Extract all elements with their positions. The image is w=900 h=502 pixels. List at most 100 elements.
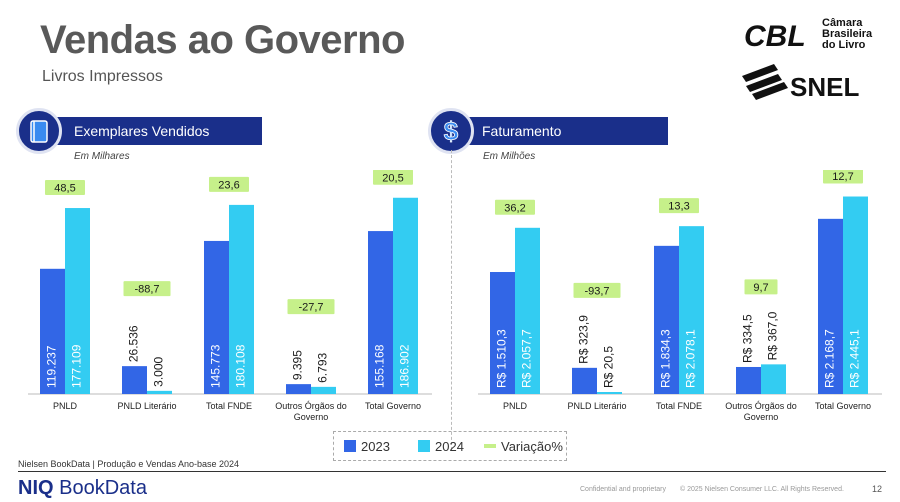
right-panel-title: Faturamento: [482, 123, 562, 139]
category-label: Governo: [294, 412, 329, 422]
cbl-logo: CBL: [742, 16, 822, 53]
bar-value-label: 119.237: [45, 345, 59, 388]
footer-rule: [18, 471, 886, 472]
category-label: Governo: [744, 412, 779, 422]
bar-2023-3: [736, 366, 761, 394]
bar-2023-0: [40, 268, 65, 394]
legend-swatch: [418, 440, 430, 452]
variation-label: 20,5: [382, 172, 403, 184]
bar-2023-0: [490, 272, 515, 394]
bar-2024-2: [229, 204, 254, 394]
variation-badge: [744, 279, 778, 295]
bar-2024-3: [311, 386, 336, 394]
variation-badge: [209, 176, 249, 192]
legend-swatch: [344, 440, 356, 452]
variation-label: -88,7: [134, 284, 159, 296]
variation-badge: [573, 282, 621, 298]
bar-value-label: 155.168: [373, 344, 387, 388]
variation-badge: [659, 198, 699, 214]
variation-badge: [823, 170, 863, 184]
legend-label: 2023: [361, 439, 390, 454]
book-icon-badge: [16, 108, 62, 154]
category-label: PNLD Literário: [117, 401, 176, 411]
bar-2024-0: [65, 208, 90, 394]
variation-label: -27,7: [298, 302, 323, 314]
bar-value-label: 26.536: [127, 325, 141, 362]
bar-2023-1: [122, 366, 147, 394]
confidential-note: Confidential and proprietary: [580, 486, 666, 493]
cbl-line: Brasileira: [822, 28, 873, 40]
bar-2023-2: [204, 240, 229, 394]
legend-label: Variação%: [501, 439, 563, 454]
variation-label: 23,6: [218, 179, 239, 191]
variation-label: 9,7: [753, 282, 768, 294]
bar-2023-4: [368, 231, 393, 394]
bar-value-label: 6.793: [316, 353, 330, 383]
bar-value-label: R$ 1.510,3: [495, 329, 509, 388]
legend-label: 2024: [435, 439, 464, 454]
variation-badge: [373, 170, 413, 185]
bar-2024-2: [679, 226, 704, 394]
snel-wordmark: SNEL: [790, 72, 859, 102]
bar-2024-1: [597, 392, 622, 394]
left-unit-note: Em Milhares: [74, 151, 130, 162]
variation-badge: [495, 199, 535, 215]
bar-value-label: R$ 2.078,1: [684, 329, 698, 388]
category-label: Total FNDE: [656, 401, 702, 411]
category-label: PNLD: [503, 401, 528, 411]
category-label: Total Governo: [815, 401, 871, 411]
bar-value-label: R$ 2.168,7: [823, 329, 837, 388]
cbl-mark: CBL: [744, 20, 806, 52]
bar-value-label: 9.395: [291, 350, 305, 380]
niq-bookdata-logo: NIQ BookData: [18, 477, 147, 500]
legend-item-2024: 2024: [418, 439, 464, 454]
category-label: Outros Órgãos do: [725, 401, 797, 411]
page-subtitle: Livros Impressos: [42, 68, 163, 85]
bar-2024-3: [761, 364, 786, 394]
variation-label: 48,5: [54, 183, 75, 195]
bar-2023-1: [572, 367, 597, 394]
variation-label: 13,3: [668, 201, 689, 213]
dollar-icon-badge: $: [428, 108, 474, 154]
right-panel-banner: Faturamento: [436, 117, 668, 145]
left-panel-title: Exemplares Vendidos: [74, 123, 210, 139]
snel-logo: SNEL: [740, 58, 870, 102]
cbl-name: Câmara Brasileira do Livro: [822, 18, 872, 51]
bar-value-label: 180.108: [234, 344, 248, 388]
bar-value-label: R$ 20,5: [602, 346, 616, 388]
copyright-note: © 2025 Nielsen Consumer LLC. All Rights …: [680, 486, 844, 493]
category-label: PNLD: [53, 401, 78, 411]
bar-value-label: 145.773: [209, 344, 223, 388]
bar-2024-0: [515, 227, 540, 394]
bar-value-label: R$ 2.445,1: [848, 329, 862, 388]
book-icon: [30, 120, 48, 143]
right-unit-note: Em Milhões: [483, 151, 536, 162]
bar-2023-3: [286, 384, 311, 394]
legend-swatch: [484, 444, 496, 448]
cbl-line: Câmara: [822, 17, 863, 29]
svg-text:$: $: [444, 116, 459, 146]
category-label: Total FNDE: [206, 401, 252, 411]
variation-label: 12,7: [832, 171, 853, 183]
legend-item-2023: 2023: [344, 439, 390, 454]
panel-divider: [451, 150, 452, 450]
bar-value-label: 186.902: [398, 344, 412, 388]
bar-2023-4: [818, 218, 843, 394]
bar-value-label: R$ 367,0: [766, 311, 780, 360]
revenue-chart: R$ 1.510,3 R$ 2.057,7 36,2 PNLD R$ 323,9 R$ 2…: [478, 170, 882, 422]
bar-2024-4: [843, 196, 868, 394]
category-label: Outros Órgãos do: [275, 401, 347, 411]
book-stripes-icon: [742, 64, 788, 100]
brand-niq: NIQ: [18, 477, 54, 499]
variation-label: 36,2: [504, 202, 525, 214]
bar-value-label: 177.109: [70, 344, 84, 388]
bar-2023-2: [654, 245, 679, 394]
bar-value-label: R$ 323,9: [577, 315, 591, 364]
variation-badge: [45, 180, 85, 196]
dollar-icon: $: [443, 116, 459, 147]
bar-value-label: 3.000: [152, 356, 166, 386]
variation-label: -93,7: [584, 285, 609, 297]
cbl-line: do Livro: [822, 39, 866, 51]
page-number: 12: [872, 484, 883, 494]
category-label: Total Governo: [365, 401, 421, 411]
